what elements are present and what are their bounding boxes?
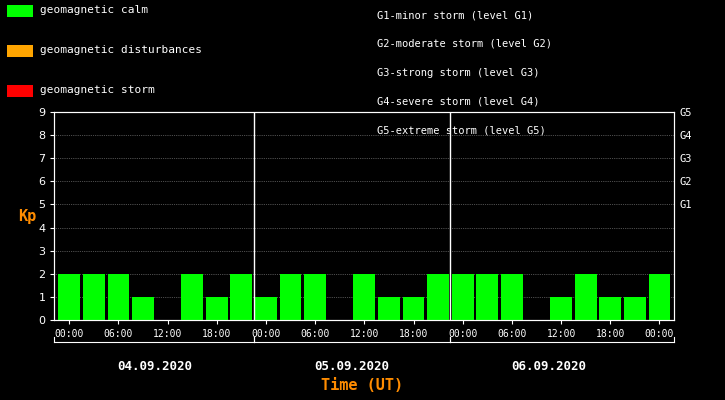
Text: G1-minor storm (level G1): G1-minor storm (level G1) (377, 10, 534, 20)
Bar (402, 297, 424, 320)
Bar (304, 274, 326, 320)
Bar (575, 274, 597, 320)
Bar (181, 274, 203, 320)
Text: G3-strong storm (level G3): G3-strong storm (level G3) (377, 68, 539, 78)
Bar (452, 274, 473, 320)
Text: G5-extreme storm (level G5): G5-extreme storm (level G5) (377, 125, 546, 135)
Bar (550, 297, 572, 320)
Bar (231, 274, 252, 320)
Text: geomagnetic disturbances: geomagnetic disturbances (40, 45, 202, 55)
Bar (378, 297, 399, 320)
Text: 05.09.2020: 05.09.2020 (315, 360, 389, 373)
Bar (206, 297, 228, 320)
Text: Time (UT): Time (UT) (321, 378, 404, 393)
Bar (132, 297, 154, 320)
Y-axis label: Kp: Kp (18, 208, 36, 224)
Text: G4-severe storm (level G4): G4-severe storm (level G4) (377, 96, 539, 106)
Bar (107, 274, 129, 320)
Bar (600, 297, 621, 320)
Text: geomagnetic calm: geomagnetic calm (40, 5, 148, 15)
Bar (255, 297, 277, 320)
Bar (649, 274, 671, 320)
Bar (624, 297, 646, 320)
Bar (58, 274, 80, 320)
Text: 06.09.2020: 06.09.2020 (511, 360, 587, 373)
Text: G2-moderate storm (level G2): G2-moderate storm (level G2) (377, 39, 552, 49)
Text: 04.09.2020: 04.09.2020 (117, 360, 193, 373)
Bar (354, 274, 375, 320)
Text: geomagnetic storm: geomagnetic storm (40, 85, 154, 95)
Bar (427, 274, 449, 320)
Bar (83, 274, 104, 320)
Bar (280, 274, 302, 320)
Bar (501, 274, 523, 320)
Bar (476, 274, 498, 320)
